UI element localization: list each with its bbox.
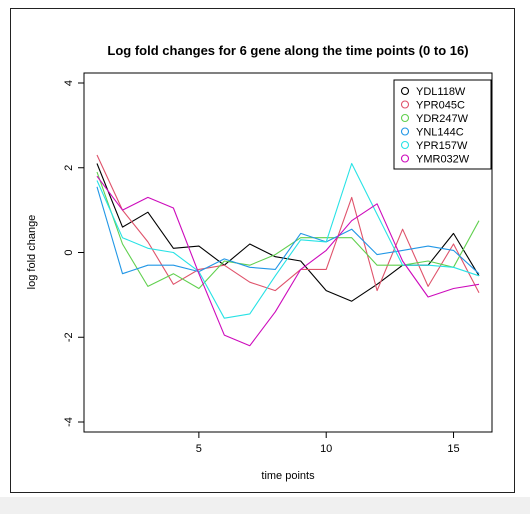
y-tick-label: 0: [63, 249, 75, 255]
legend-box: [393, 79, 492, 170]
series-line-ydr247w: [96, 171, 480, 290]
legend-label: YPR157W: [416, 140, 468, 152]
legend-label: YDL118W: [416, 86, 466, 98]
legend-marker: [400, 140, 410, 150]
legend-marker: [400, 86, 410, 96]
series-line-ypr157w: [96, 162, 480, 319]
x-axis-label: time points: [261, 470, 315, 482]
series-line-ynl144c: [96, 186, 480, 275]
legend-label: YPR045C: [416, 100, 465, 112]
y-axis: -4 -2 0 2 4: [63, 80, 85, 427]
figure-frame: Log fold changes for 6 gene along the ti…: [10, 8, 515, 493]
legend-label: YDR247W: [416, 113, 469, 125]
legend-label: YNL144C: [416, 127, 464, 139]
y-tick-label: 2: [63, 165, 75, 171]
legend-marker: [400, 113, 410, 123]
y-tick-label: 4: [63, 80, 75, 86]
bottom-strip: [0, 497, 530, 514]
series-line-ypr045c: [96, 154, 480, 294]
legend-marker: [400, 154, 410, 163]
x-tick-label: 15: [447, 443, 459, 455]
chart-title: Log fold changes for 6 gene along the ti…: [107, 43, 468, 58]
y-tick-label: -4: [63, 417, 75, 427]
legend-marker: [400, 127, 410, 136]
y-tick-label: -2: [63, 332, 75, 342]
x-axis: 5 10 15: [196, 431, 460, 455]
series-lines: [96, 154, 480, 347]
legend-marker: [400, 100, 410, 109]
line-chart: Log fold changes for 6 gene along the ti…: [26, 43, 493, 482]
x-tick-label: 10: [320, 443, 332, 455]
legend-label: YMR032W: [416, 154, 470, 166]
x-tick-label: 5: [196, 443, 202, 455]
y-axis-label: log fold change: [26, 215, 38, 290]
series-line-ymr032w: [96, 175, 480, 347]
